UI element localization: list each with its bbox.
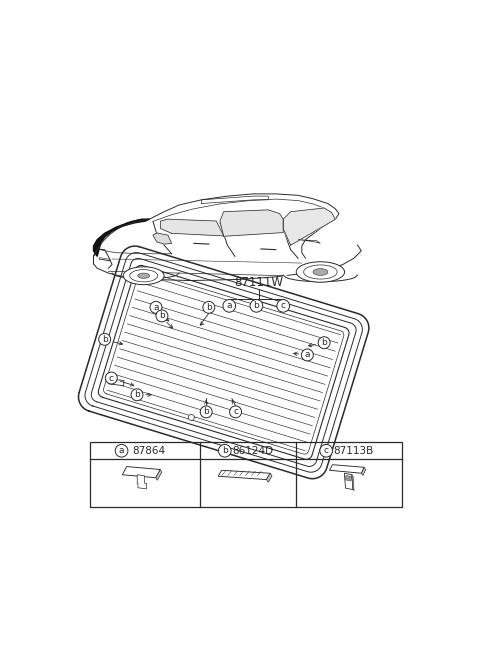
Text: c: c (233, 407, 238, 417)
Polygon shape (160, 219, 224, 236)
Text: c: c (281, 301, 286, 310)
Circle shape (223, 299, 236, 312)
Ellipse shape (138, 273, 150, 278)
Text: b: b (222, 446, 228, 455)
Circle shape (250, 299, 263, 312)
Text: b: b (159, 311, 165, 320)
Text: 87111W: 87111W (235, 276, 284, 289)
Text: b: b (102, 335, 108, 344)
Polygon shape (153, 233, 172, 244)
Polygon shape (283, 208, 335, 245)
Circle shape (301, 349, 313, 361)
Ellipse shape (304, 265, 337, 279)
Text: b: b (134, 390, 140, 400)
Circle shape (320, 445, 333, 457)
Text: 86124D: 86124D (232, 446, 273, 456)
Circle shape (150, 301, 162, 313)
Circle shape (229, 406, 241, 418)
Polygon shape (156, 470, 162, 480)
Ellipse shape (296, 262, 345, 282)
Circle shape (200, 406, 212, 418)
Circle shape (318, 337, 330, 348)
Text: b: b (206, 303, 212, 312)
Circle shape (277, 299, 289, 312)
Polygon shape (329, 464, 364, 474)
Polygon shape (94, 219, 149, 256)
Polygon shape (108, 379, 124, 386)
Ellipse shape (123, 267, 164, 285)
Circle shape (203, 301, 215, 313)
Circle shape (115, 445, 128, 457)
Text: 87864: 87864 (132, 446, 166, 456)
Circle shape (218, 445, 231, 457)
Circle shape (99, 333, 110, 345)
Text: a: a (153, 303, 159, 312)
Text: 87113B: 87113B (334, 446, 374, 456)
Polygon shape (266, 474, 272, 482)
Polygon shape (218, 470, 270, 479)
Polygon shape (298, 240, 321, 244)
Polygon shape (346, 476, 351, 481)
Circle shape (131, 389, 143, 401)
Ellipse shape (313, 269, 328, 275)
Polygon shape (78, 246, 369, 479)
Circle shape (156, 310, 168, 322)
Polygon shape (137, 475, 146, 489)
Text: a: a (119, 446, 124, 455)
Text: b: b (204, 407, 209, 417)
Polygon shape (352, 475, 354, 491)
Polygon shape (361, 467, 366, 476)
Text: b: b (321, 338, 327, 347)
Circle shape (188, 415, 194, 421)
Polygon shape (122, 466, 160, 477)
Text: c: c (324, 446, 329, 455)
Polygon shape (344, 474, 353, 490)
Circle shape (106, 372, 117, 384)
Text: c: c (109, 373, 114, 383)
Ellipse shape (130, 270, 157, 282)
Text: b: b (253, 301, 259, 310)
Text: a: a (305, 350, 310, 360)
Text: a: a (227, 301, 232, 310)
Polygon shape (220, 210, 283, 236)
